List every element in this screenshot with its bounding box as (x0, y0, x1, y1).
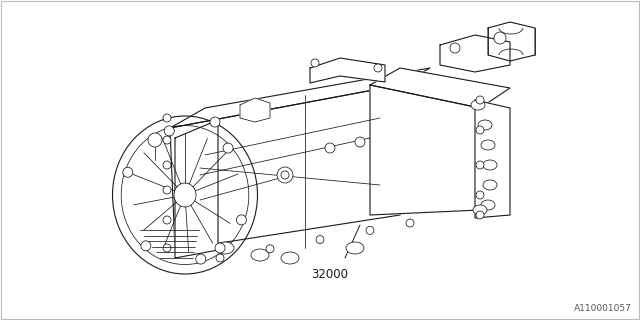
Circle shape (196, 254, 206, 264)
Ellipse shape (174, 183, 196, 207)
Ellipse shape (281, 252, 299, 264)
Polygon shape (240, 98, 270, 122)
Ellipse shape (471, 100, 485, 110)
Polygon shape (440, 35, 510, 72)
Text: 32000: 32000 (312, 268, 349, 281)
Circle shape (476, 211, 484, 219)
Circle shape (281, 171, 289, 179)
Circle shape (494, 32, 506, 44)
Circle shape (215, 243, 225, 253)
Ellipse shape (483, 180, 497, 190)
Circle shape (476, 96, 484, 104)
Circle shape (141, 241, 151, 251)
Circle shape (163, 114, 171, 122)
Circle shape (406, 219, 414, 227)
Ellipse shape (473, 205, 487, 215)
Ellipse shape (483, 160, 497, 170)
Ellipse shape (251, 249, 269, 261)
Circle shape (163, 216, 171, 224)
Text: A110001057: A110001057 (574, 304, 632, 313)
Circle shape (266, 245, 274, 253)
Polygon shape (310, 58, 385, 83)
Circle shape (476, 191, 484, 199)
Circle shape (163, 136, 171, 144)
Circle shape (123, 167, 132, 177)
Ellipse shape (346, 242, 364, 254)
Circle shape (476, 161, 484, 169)
Polygon shape (475, 100, 510, 218)
Polygon shape (370, 85, 480, 215)
Circle shape (148, 133, 162, 147)
Ellipse shape (481, 200, 495, 210)
Circle shape (355, 137, 365, 147)
Polygon shape (488, 22, 535, 61)
Polygon shape (170, 85, 400, 250)
Polygon shape (175, 120, 218, 258)
Ellipse shape (113, 116, 257, 274)
Circle shape (236, 215, 246, 225)
Circle shape (476, 126, 484, 134)
Circle shape (223, 143, 233, 153)
Circle shape (311, 59, 319, 67)
Circle shape (163, 186, 171, 194)
Circle shape (450, 43, 460, 53)
Circle shape (164, 126, 174, 136)
Circle shape (163, 161, 171, 169)
Ellipse shape (216, 242, 234, 254)
Circle shape (374, 64, 382, 72)
Ellipse shape (478, 120, 492, 130)
Circle shape (316, 236, 324, 244)
Circle shape (216, 254, 224, 262)
Circle shape (325, 143, 335, 153)
Polygon shape (170, 68, 430, 128)
Circle shape (163, 244, 171, 252)
Ellipse shape (481, 140, 495, 150)
Circle shape (366, 226, 374, 234)
Circle shape (277, 167, 293, 183)
Circle shape (210, 117, 220, 127)
Polygon shape (370, 68, 510, 108)
